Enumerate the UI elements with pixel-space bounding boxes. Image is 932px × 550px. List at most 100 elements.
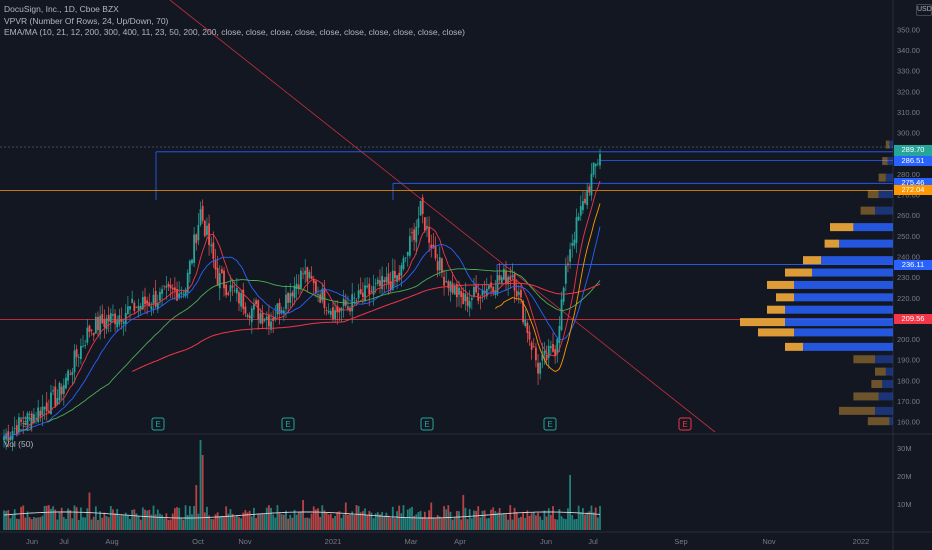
vpvr-row-up [794, 293, 893, 302]
volume-label[interactable]: Vol (50) [4, 439, 34, 449]
vpvr-row-down [867, 417, 890, 426]
candle-body [473, 286, 475, 297]
candle-body [543, 351, 546, 356]
candle-body [41, 406, 44, 416]
candle-body [193, 234, 196, 263]
volume-bar [434, 517, 437, 530]
volume-bar [135, 513, 138, 530]
volume-bar [126, 515, 129, 530]
candle-body [116, 321, 119, 328]
volume-bar [92, 516, 95, 530]
candle-body [210, 244, 213, 247]
volume-bar [483, 510, 486, 530]
volume-bar [212, 519, 215, 530]
volume-bar [554, 519, 557, 530]
ma-21-line [3, 226, 601, 438]
candle-body [216, 267, 219, 285]
candle-body [161, 289, 163, 294]
candle-body [338, 308, 341, 313]
candle-body [554, 349, 557, 356]
volume-bar [165, 513, 168, 530]
volume-bar [532, 512, 535, 530]
volume-bar [35, 517, 37, 530]
volume-bar [387, 515, 390, 530]
candle-body [92, 332, 95, 336]
volume-bar [432, 517, 435, 530]
volume-bar [105, 515, 108, 530]
earnings-marker-label: E [285, 420, 290, 429]
volume-bar [449, 511, 452, 530]
chart-legend: DocuSign, Inc., 1D, Cboe BZX VPVR (Numbe… [4, 4, 465, 39]
volume-bar [206, 506, 208, 530]
volume-bar [361, 511, 364, 530]
volume-bar [28, 517, 31, 530]
candle-body [103, 319, 106, 328]
vpvr-row-down [839, 406, 875, 415]
candle-body [413, 229, 416, 241]
currency-badge[interactable]: USD [916, 4, 932, 16]
legend-vpvr[interactable]: VPVR (Number Of Rows, 24, Up/Down, 70) [4, 15, 169, 26]
legend-emas[interactable]: EMA/MA (10, 21, 12, 200, 300, 400, 11, 2… [4, 27, 465, 37]
volume-bar [494, 511, 497, 530]
legend-title[interactable]: DocuSign, Inc., 1D, Cboe BZX [4, 4, 119, 14]
vpvr-row-down [767, 280, 794, 289]
candle-body [52, 390, 55, 392]
volume-bar [400, 513, 403, 530]
volume-bar [289, 514, 292, 530]
earnings-marker-box [18, 417, 32, 431]
candle-body [289, 293, 292, 303]
candle-body [524, 319, 527, 327]
earnings-marker-label: E [424, 420, 429, 429]
volume-bar [22, 505, 25, 530]
candle-body [577, 216, 580, 221]
vpvr-row-up [875, 206, 893, 215]
candle-body [357, 290, 360, 299]
volume-bar [169, 519, 172, 530]
candle-body [144, 296, 146, 305]
volume-bar [223, 516, 225, 530]
candle-body [50, 392, 52, 415]
candle-body [308, 272, 311, 278]
vpvr-row-down [875, 367, 886, 376]
volume-bar [426, 518, 428, 530]
volume-bar [355, 505, 358, 530]
time-axis-label: Oct [192, 537, 205, 546]
volume-bar [342, 514, 345, 530]
volume-bar [351, 511, 354, 530]
volume-bar [586, 512, 589, 530]
vpvr-row-down [878, 173, 886, 182]
volume-bar [381, 512, 384, 530]
vpvr-row-down [785, 342, 803, 351]
candle-body [71, 371, 74, 375]
volume-bar [69, 510, 72, 530]
volume-bar [295, 514, 298, 530]
volume-bar [419, 511, 422, 530]
volume-bar [441, 518, 443, 530]
candle-body [62, 384, 65, 394]
volume-bar [537, 512, 539, 530]
candle-body [37, 407, 40, 423]
candle-body [436, 261, 439, 271]
candle-body [129, 306, 131, 310]
candle-body [552, 343, 554, 352]
candle-body [575, 217, 578, 243]
vpvr-row-up [889, 417, 893, 426]
candle-body [173, 287, 176, 291]
candle-body [517, 292, 520, 295]
candle-body [203, 220, 206, 237]
candle-body [455, 283, 458, 298]
candle-body [278, 302, 281, 314]
volume-bar [466, 519, 469, 530]
earnings-marker-label: E [547, 420, 552, 429]
volume-bar [180, 518, 183, 530]
candle-body [150, 306, 153, 310]
volume-bar [545, 516, 548, 530]
candle-body [502, 268, 505, 280]
candle-body [400, 265, 403, 276]
volume-bar [7, 510, 10, 530]
volume-bar [490, 509, 492, 530]
volume-bar [453, 517, 456, 530]
volume-bar [385, 512, 388, 530]
